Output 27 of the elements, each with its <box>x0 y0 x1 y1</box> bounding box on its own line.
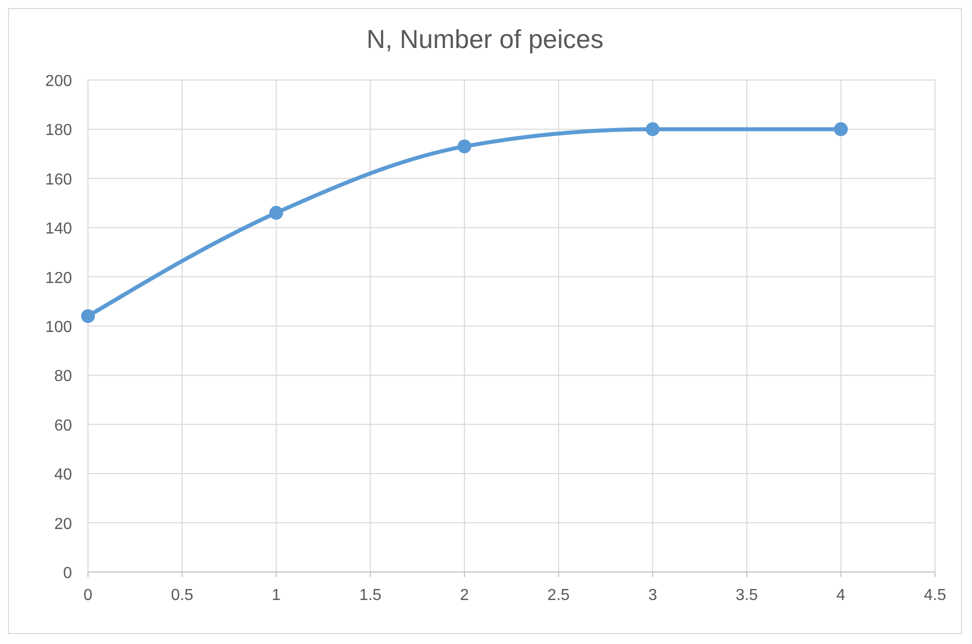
x-tick-label: 2 <box>460 587 469 604</box>
y-tick-label: 40 <box>54 466 72 484</box>
y-tick-label: 100 <box>45 319 72 336</box>
point <box>458 140 472 154</box>
x-tick-label: 4.5 <box>924 587 946 604</box>
x-tick-label: 2.5 <box>547 587 570 604</box>
x-tick-label: 0.5 <box>170 587 194 604</box>
x-tick-label: 3.5 <box>736 587 758 604</box>
y-tick-label: 140 <box>45 220 72 238</box>
y-tick-label: 0 <box>63 565 72 582</box>
y-tick-label: 120 <box>45 270 72 287</box>
x-tick-label: 1 <box>272 587 281 604</box>
y-tick-label: 180 <box>45 122 72 140</box>
x-tick-label: 4 <box>836 587 846 604</box>
chart-title: N, Number of peices <box>366 24 604 54</box>
y-tick-label: 20 <box>54 516 72 533</box>
point <box>81 309 95 324</box>
y-tick-label: 160 <box>45 171 72 188</box>
point <box>269 206 284 220</box>
y-tick-label: 200 <box>45 73 72 90</box>
point <box>646 122 660 136</box>
x-tick-label: 1.5 <box>359 587 382 604</box>
point <box>834 122 848 136</box>
x-tick-label: 3 <box>648 587 658 604</box>
y-tick-label: 60 <box>54 417 72 434</box>
y-tick-label: 80 <box>54 368 72 386</box>
x-tick-label: 0 <box>84 587 93 604</box>
